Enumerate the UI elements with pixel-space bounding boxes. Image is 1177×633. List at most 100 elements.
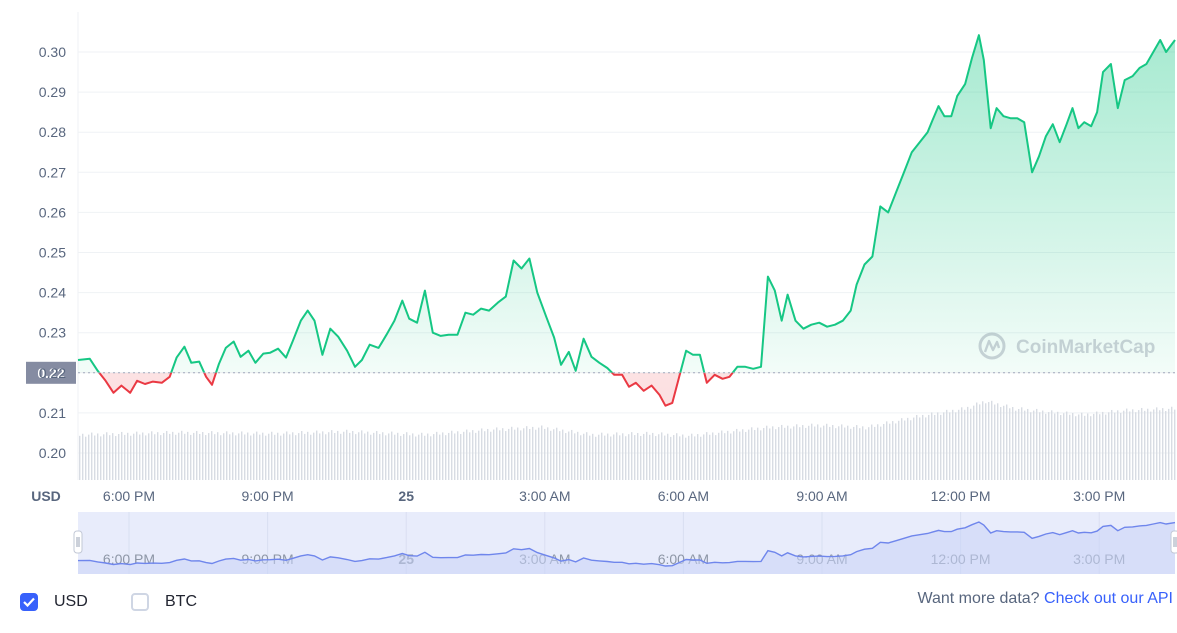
volume-bar [1114, 412, 1116, 480]
volume-bar [1006, 404, 1008, 480]
volume-bar [508, 428, 510, 480]
volume-bar [763, 428, 765, 480]
volume-bar [496, 427, 498, 480]
btc-label: BTC [165, 593, 197, 610]
volume-bar [901, 418, 903, 480]
volume-bar [706, 432, 708, 480]
usd-label: USD [54, 593, 88, 610]
volume-bar [301, 431, 303, 480]
volume-bar [613, 434, 615, 480]
volume-bar [862, 426, 864, 480]
x-tick-label: 3:00 PM [1073, 488, 1125, 504]
x-axis: USD 6:00 PM 9:00 PM 25 3:00 AM 6:00 AM 9:00 AM… [31, 488, 1125, 504]
volume-bar [352, 431, 354, 480]
volume-bar [748, 429, 750, 480]
volume-bar [181, 430, 183, 480]
volume-bar [427, 433, 429, 480]
volume-bar [1012, 407, 1014, 480]
volume-bar [715, 435, 717, 480]
volume-bar [1087, 413, 1089, 480]
volume-bar [355, 434, 357, 480]
volume-bar [127, 432, 129, 480]
volume-bar [217, 432, 219, 480]
volume-bar [649, 434, 651, 480]
volume-bar [970, 408, 972, 480]
volume-bar [196, 430, 198, 480]
volume-bar [250, 435, 252, 480]
volume-bar [502, 428, 504, 480]
volume-bar [802, 425, 804, 480]
volume-bar [1057, 411, 1059, 480]
volume-bar [475, 432, 477, 480]
volume-bar [847, 425, 849, 480]
volume-bar [376, 430, 378, 480]
volume-bar [1147, 408, 1149, 480]
volume-bar [817, 424, 819, 480]
legend-btc[interactable]: BTC [131, 590, 197, 614]
y-tick-label: 0.28 [39, 124, 66, 140]
volume-bar [1015, 410, 1017, 480]
volume-bar [178, 432, 180, 480]
volume-bar [1054, 413, 1056, 480]
volume-bar [988, 402, 990, 480]
volume-bar [967, 406, 969, 480]
volume-bar [895, 423, 897, 480]
usd-checkbox[interactable] [20, 593, 38, 611]
volume-bar [334, 433, 336, 480]
btc-checkbox[interactable] [131, 593, 149, 611]
volume-bar [877, 424, 879, 480]
volume-bar [1039, 412, 1041, 480]
volume-bar [343, 431, 345, 480]
volume-bar [679, 436, 681, 480]
volume-bar [403, 434, 405, 480]
api-link[interactable]: Check out our API [1044, 590, 1173, 607]
reference-price-label: 0.22 [37, 365, 64, 381]
price-chart[interactable]: 0.22 0.30 0.29 0.28 0.27 0.26 0.25 0.24 0.23 0.2… [0, 0, 1177, 580]
volume-bar [673, 435, 675, 480]
volume-bar [568, 431, 570, 480]
volume-bar [634, 435, 636, 480]
volume-bar [121, 431, 123, 480]
volume-bar [934, 414, 936, 480]
x-tick-label: 3:00 AM [519, 488, 570, 504]
volume-bar [703, 434, 705, 480]
volume-bar [1126, 408, 1128, 480]
api-promo-text: Want more data? [917, 590, 1040, 607]
navigator-handle-left[interactable] [73, 530, 83, 554]
volume-bar [601, 432, 603, 480]
volume-bar [778, 427, 780, 480]
volume-bar [484, 431, 486, 480]
volume-bar [1138, 410, 1140, 480]
y-tick-label: 0.20 [39, 445, 66, 461]
volume-bar [628, 434, 630, 480]
volume-bar [289, 434, 291, 480]
volume-bar [313, 432, 315, 480]
volume-bar [139, 434, 141, 480]
volume-bar [298, 433, 300, 480]
volume-bar [271, 431, 273, 480]
volume-bar [898, 420, 900, 480]
volume-bar [589, 435, 591, 480]
volume-bar [535, 429, 537, 480]
volume-bar [1111, 409, 1113, 480]
volume-bar [412, 433, 414, 480]
volume-bar [145, 435, 147, 480]
volume-bar [865, 429, 867, 480]
volume-bar [592, 433, 594, 480]
volume-bar [691, 433, 693, 480]
volume-bar [79, 435, 81, 480]
volume-bar [514, 429, 516, 480]
volume-bar [682, 434, 684, 480]
volume-bar [229, 434, 231, 480]
volume-bar [940, 414, 942, 480]
volume-bar [541, 425, 543, 480]
volume-bar [433, 434, 435, 480]
volume-bar [772, 426, 774, 480]
legend-usd[interactable]: USD [20, 590, 88, 614]
volume-bar [955, 412, 957, 480]
y-tick-label: 0.26 [39, 204, 66, 220]
volume-bar [676, 433, 678, 480]
volume-bar [328, 432, 330, 480]
volume-bar [727, 430, 729, 480]
